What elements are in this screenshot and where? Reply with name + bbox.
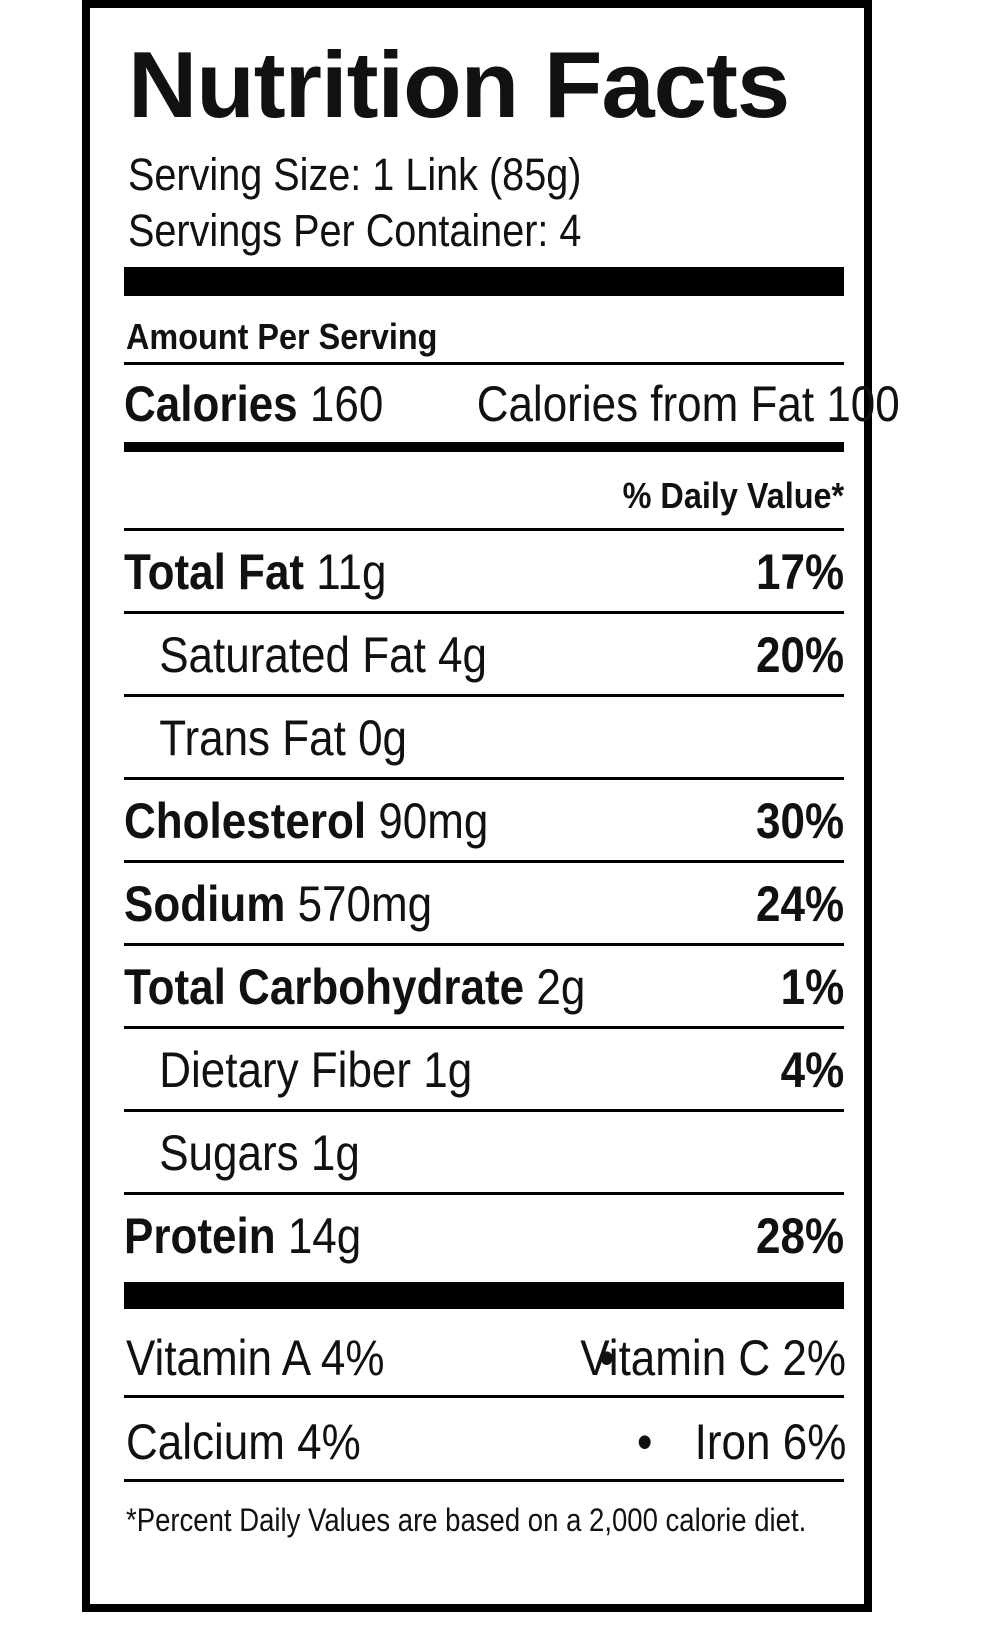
nutrient-daily-value: 30% [755,793,844,849]
nutrient-text: Dietary Fiber 1g [124,1045,472,1095]
nutrient-amount: 570mg [297,876,433,932]
nutrient-row-dietary-fiber: Dietary Fiber 1g 4% [124,1040,844,1100]
nutrient-amount: 11g [316,544,387,600]
nutrient-row-saturated-fat: Saturated Fat 4g 20% [124,625,844,685]
nutrient-daily-value: 1% [780,959,844,1015]
divider [124,1192,844,1195]
nutrient-name: Dietary Fiber [159,1042,412,1098]
nutrient-text: Cholesterol 90mg [124,796,488,846]
bullet-separator: • [599,1330,615,1386]
footnote: *Percent Daily Values are based on a 2,0… [126,1502,807,1538]
amount-per-serving-heading: Amount Per Serving [126,316,438,357]
nutrient-row-sodium: Sodium 570mg 24% [124,874,844,934]
nutrient-amount: 1g [423,1042,473,1098]
nutrient-text: Sodium 570mg [124,879,432,929]
nutrient-name: Sodium [124,876,286,932]
nutrient-amount: 0g [358,710,408,766]
nutrient-name: Total Fat [124,544,305,600]
nutrient-text: Total Fat 11g [124,547,386,597]
divider [124,1479,844,1482]
vitamin-c: Vitamin C 2% [580,1330,846,1386]
nutrient-amount: 2g [536,959,586,1015]
servings-per-container: Servings Per Container: 4 [128,205,582,256]
nutrient-amount: 14g [287,1208,362,1264]
nutrient-daily-value: 24% [755,876,844,932]
nutrient-amount: 4g [438,627,487,683]
calcium: Calcium 4% [126,1414,361,1470]
nutrient-row-protein: Protein 14g 28% [124,1206,844,1266]
divider [124,943,844,946]
nutrient-text: Total Carbohydrate 2g [124,962,585,1012]
nutrient-row-total-carbohydrate: Total Carbohydrate 2g 1% [124,957,844,1017]
vitamin-row-2: Calcium 4% • Iron 6% [124,1412,846,1472]
nutrient-text: Saturated Fat 4g [124,630,487,680]
calories-text: Calories 160 [124,379,383,429]
nutrient-name: Cholesterol [124,793,367,849]
serving-size: Serving Size: 1 Link (85g) [128,149,582,200]
nutrient-name: Trans Fat [159,710,346,766]
nutrient-text: Sugars 1g [124,1128,360,1178]
divider [124,611,844,614]
nutrient-daily-value: 20% [755,627,844,683]
nutrient-name: Sugars [159,1125,299,1181]
medium-divider [124,442,844,452]
nutrient-row-sugars: Sugars 1g [124,1123,844,1183]
nutrient-row-total-fat: Total Fat 11g 17% [124,542,844,602]
divider [124,528,844,531]
vitamin-row-1: Vitamin A 4% • Vitamin C 2% [124,1328,846,1388]
thick-divider-bottom [124,1282,844,1309]
calories-row: Calories 160 Calories from Fat 100 [124,374,899,434]
divider [124,1395,844,1398]
divider [124,694,844,697]
nutrient-text: Protein 14g [124,1211,361,1261]
vitamin-a: Vitamin A 4% [126,1330,385,1386]
nutrient-row-cholesterol: Cholesterol 90mg 30% [124,791,844,851]
calories-from-fat: Calories from Fat 100 [476,376,900,432]
nutrient-name: Total Carbohydrate [124,959,525,1015]
bullet-separator: • [637,1414,653,1470]
thick-divider-top [124,267,844,296]
daily-value-heading: % Daily Value* [622,475,844,516]
iron: Iron 6% [694,1414,846,1470]
nutrient-daily-value: 28% [755,1208,844,1264]
nutrition-label-frame [82,0,872,1612]
divider [124,362,844,365]
nutrient-name: Saturated Fat [159,627,426,683]
nutrient-daily-value: 17% [755,544,844,600]
nutrient-amount: 90mg [378,793,489,849]
calories-label: Calories [124,376,298,432]
nutrient-text: Trans Fat 0g [124,713,407,763]
divider [124,860,844,863]
divider [124,1109,844,1112]
nutrient-daily-value: 4% [780,1042,844,1098]
nutrient-amount: 1g [310,1125,360,1181]
calories-value: 160 [309,376,384,432]
divider [124,777,844,780]
nutrient-row-trans-fat: Trans Fat 0g [124,708,844,768]
label-title: Nutrition Facts [128,32,790,137]
nutrient-name: Protein [124,1208,276,1264]
divider [124,1026,844,1029]
